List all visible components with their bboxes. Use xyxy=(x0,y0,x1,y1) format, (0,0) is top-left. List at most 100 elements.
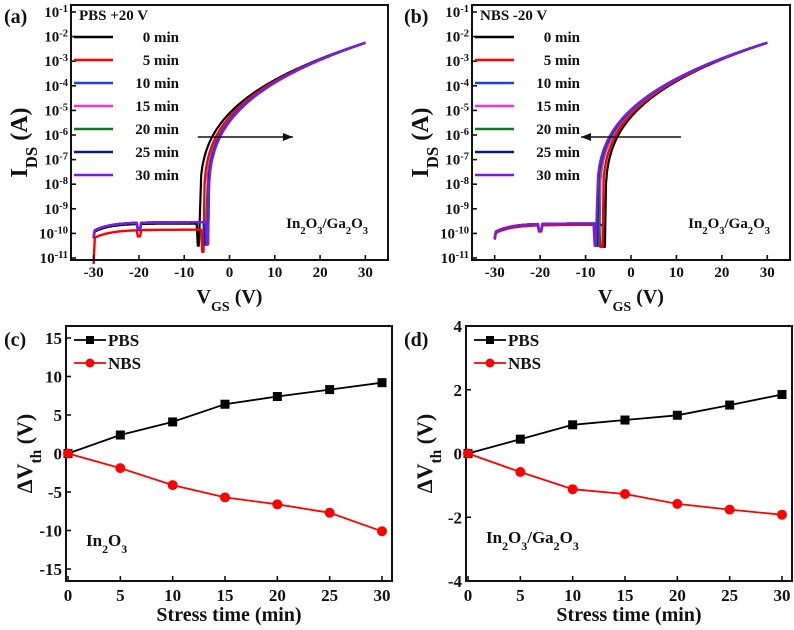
y-tick-label: 10-3 xyxy=(44,53,68,71)
panel-c: 0 5 10 15 20 25 30 15 10 5 0 -5 -10 -15 Stress time (m… xyxy=(4,325,393,626)
material-annotation: In2O3 xyxy=(86,531,127,556)
x-tick-label: -30 xyxy=(485,265,505,281)
x-tick-label: 10 xyxy=(669,265,684,281)
legend-label: 0 min xyxy=(143,30,180,46)
x-tick-label: 5 xyxy=(516,586,525,605)
y-tick-label: 10-2 xyxy=(445,28,469,46)
panel-label: (a) xyxy=(4,6,27,28)
y-tick-label: 10-8 xyxy=(445,176,469,194)
y-tick-label: 10 xyxy=(45,368,62,387)
x-tick-label: 0 xyxy=(226,265,234,281)
y-tick-label: 10-6 xyxy=(44,127,68,145)
y-tick-label: 0 xyxy=(54,445,63,464)
legend-label: PBS xyxy=(508,331,539,350)
data-point-square xyxy=(515,434,525,444)
x-tick-label: 5 xyxy=(116,586,125,605)
x-tick-label: 20 xyxy=(669,586,686,605)
y-tick-label: 10-4 xyxy=(445,77,469,95)
y-tick-label: 10-1 xyxy=(44,4,68,22)
data-point-circle xyxy=(377,526,387,537)
y-tick-label: 10-1 xyxy=(445,4,469,22)
y-tick-label: -2 xyxy=(448,508,462,527)
x-tick-label: 25 xyxy=(321,586,338,605)
legend-label: 5 min xyxy=(143,53,180,69)
data-point-circle xyxy=(515,466,526,477)
panel-label: (c) xyxy=(4,329,26,351)
x-tick-label: 10 xyxy=(164,586,181,605)
data-point-circle xyxy=(724,504,735,515)
series-line-15-min xyxy=(92,41,366,246)
curves xyxy=(92,41,366,265)
x-tick-label: 30 xyxy=(358,265,373,281)
legend-label: 5 min xyxy=(544,53,581,69)
data-point-circle xyxy=(463,448,473,459)
y-tick-label: 10-5 xyxy=(44,102,68,120)
legend-label: PBS xyxy=(108,331,139,350)
legend-label: 20 min xyxy=(536,122,580,138)
data-point-square xyxy=(777,390,787,400)
panel-a: -30 -20 -10 0 10 20 30 10-1 10-2 10-3 10-4 10-5 10-6… xyxy=(4,4,389,315)
y-tick-label: -10 xyxy=(39,522,62,541)
legend-marker-square xyxy=(86,336,94,344)
legend-label: 10 min xyxy=(135,76,179,92)
x-tick-label: -30 xyxy=(84,265,104,281)
y-tick-label: 10-9 xyxy=(44,200,68,218)
data-point-circle xyxy=(567,484,578,495)
legend-label: 25 min xyxy=(135,145,179,161)
y-axis-title: ΔVth (V) xyxy=(12,414,45,493)
x-tick-label: 20 xyxy=(313,265,328,281)
x-tick-label: 10 xyxy=(267,265,282,281)
x-axis-title: Stress time (min) xyxy=(156,604,301,626)
series-line-30-min xyxy=(493,41,768,247)
legend-label: 20 min xyxy=(135,122,179,138)
y-tick-label: 5 xyxy=(54,406,63,425)
y-tick-label: 10-10 xyxy=(440,225,469,243)
data-point-square xyxy=(377,378,387,388)
shift-arrow-head xyxy=(581,133,592,141)
x-tick-label: 20 xyxy=(714,265,729,281)
material-annotation: In2O3/Ga2O3 xyxy=(688,216,770,237)
x-tick-label: 10 xyxy=(564,586,581,605)
material-annotation: In2O3/Ga2O3 xyxy=(286,216,368,237)
x-tick-label: 15 xyxy=(217,586,234,605)
data-point-circle xyxy=(324,507,335,518)
y-axis-title: ΔVth (V) xyxy=(412,414,445,493)
panel-label: (d) xyxy=(404,329,428,351)
x-tick-label: 0 xyxy=(627,265,635,281)
data-point-square xyxy=(568,420,578,430)
series-NBS xyxy=(63,448,387,537)
legend: NBS -20 V 0 min 5 min 10 min 15 min 20 min 25 … xyxy=(475,8,581,184)
legend-label: 0 min xyxy=(544,30,581,46)
y-tick-label: 10-3 xyxy=(445,53,469,71)
legend-label: NBS xyxy=(108,354,141,373)
x-tick-label: 30 xyxy=(774,586,791,605)
y-tick-label: 0 xyxy=(454,445,463,464)
series-line xyxy=(67,381,383,455)
data-point-square xyxy=(620,415,630,425)
panel-label: (b) xyxy=(404,6,428,28)
data-point-circle xyxy=(272,499,283,510)
legend-marker-circle xyxy=(85,358,95,368)
data-point-circle xyxy=(167,480,178,491)
legend-label: 25 min xyxy=(536,145,580,161)
data-point-circle xyxy=(672,498,683,509)
data-point-square xyxy=(325,385,335,395)
series-line-30-min xyxy=(92,41,366,246)
data-point-circle xyxy=(620,488,630,499)
y-tick-label: -4 xyxy=(448,572,463,591)
legend: PBS +20 V 0 min 5 min 10 min 15 min 20 min 25 … xyxy=(74,8,180,184)
legend: PBS NBS xyxy=(74,331,141,373)
material-annotation: In2O3/Ga2O3 xyxy=(486,528,579,553)
y-tick-label: 2 xyxy=(454,381,463,400)
x-axis-title: VGS (V) xyxy=(197,286,263,315)
x-tick-label: -10 xyxy=(576,265,596,281)
data-point-square xyxy=(168,417,178,427)
y-tick-label: 10-2 xyxy=(44,28,68,46)
x-tick-label: 0 xyxy=(64,586,73,605)
data-point-square xyxy=(272,392,282,402)
legend-marker-circle xyxy=(485,358,495,368)
y-tick-label: 10-10 xyxy=(39,225,68,243)
series-PBS xyxy=(63,378,387,458)
y-tick-label: 4 xyxy=(454,317,463,336)
